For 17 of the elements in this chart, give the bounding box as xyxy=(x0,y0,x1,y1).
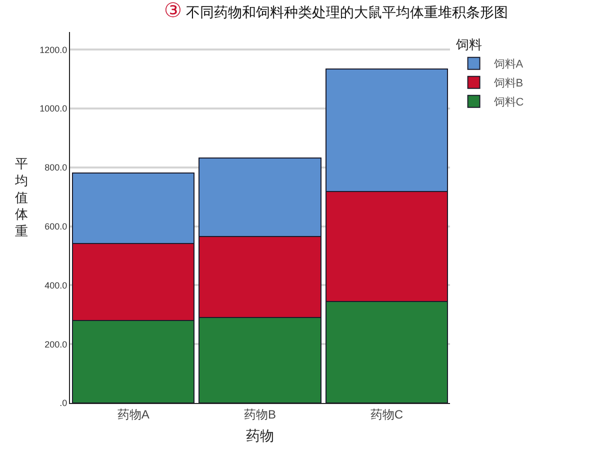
x-axis-title: 药物 xyxy=(246,428,274,445)
legend-label: 饲料A xyxy=(492,58,524,71)
legend-title: 饲料 xyxy=(454,36,482,52)
y-axis-title: 平均值体重 xyxy=(14,157,28,240)
chart-title: ③ 不同药物和饲料种类处理的大鼠平均体重堆积条形图 xyxy=(164,0,508,22)
y-tick-label: 400.0 xyxy=(44,280,68,290)
y-tick-label: .0 xyxy=(60,398,68,408)
legend-label: 饲料B xyxy=(492,76,524,90)
x-tick-label: 药物A xyxy=(117,407,150,422)
x-tick-label: 药物B xyxy=(244,407,276,422)
legend-label: 饲料C xyxy=(492,96,524,109)
y-tick-label: 1000.0 xyxy=(40,104,68,114)
y-tick-label: 800.0 xyxy=(44,162,68,173)
x-tick-label: 药物C xyxy=(370,407,404,422)
y-tick-label: 1200.0 xyxy=(40,44,68,55)
y-tick-label: 600.0 xyxy=(44,221,68,232)
y-tick-label: 200.0 xyxy=(44,339,68,350)
